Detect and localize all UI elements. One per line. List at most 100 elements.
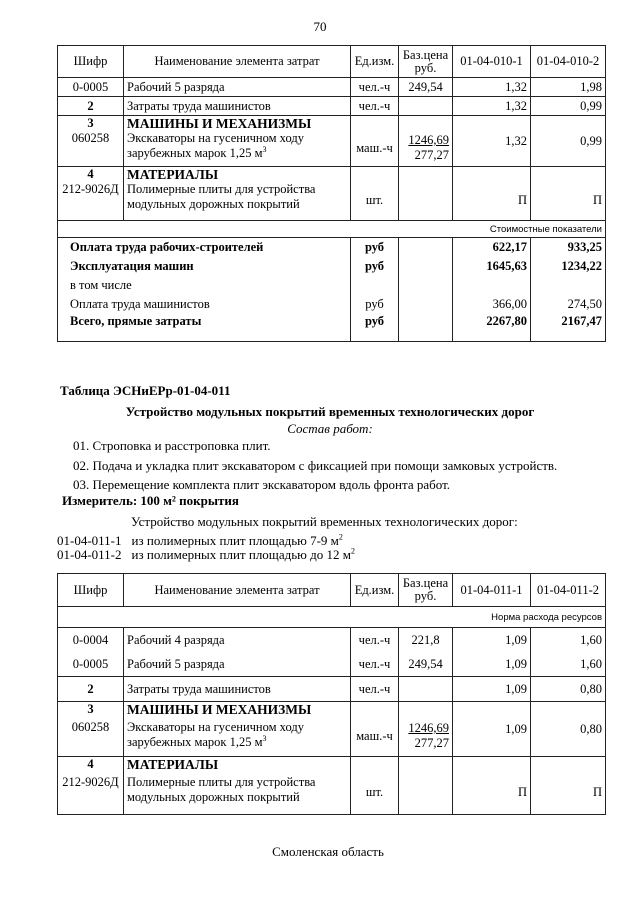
name-line-2: модульных дорожных покрытий	[127, 790, 300, 804]
summary-value-2: 2167,47	[530, 313, 606, 342]
value-2: П	[530, 756, 606, 815]
section-title: МАШИНЫ И МЕХАНИЗМЫ	[127, 116, 312, 131]
code: 060258	[71, 720, 110, 734]
work-step: 02. Подача и укладка плит экскаватором с…	[73, 458, 558, 473]
summary-value-1: 366,00	[452, 294, 531, 314]
summary-unit: руб	[350, 313, 399, 342]
name: Полимерные плиты для устройства	[127, 775, 316, 789]
unit: маш.-ч	[350, 115, 399, 167]
summary-value-2: 933,25	[530, 237, 606, 257]
header-name: Наименование элемента затрат	[123, 573, 351, 607]
summary-table-1: Оплата труда рабочих-строителей руб 622,17…	[57, 237, 606, 342]
name: Полимерные плиты для устройства	[127, 182, 316, 196]
summary-value-1: 2267,80	[452, 313, 531, 342]
price-wages: 277,27	[414, 736, 449, 750]
variant-code: 01-04-011-2	[57, 547, 122, 562]
summary-value-2: 1234,22	[530, 256, 606, 276]
price: 1246,69	[408, 133, 449, 147]
code: 0-0004	[72, 633, 109, 647]
section-title: Устройство модульных покрытий временных …	[125, 404, 535, 419]
price	[398, 96, 453, 116]
superscript: 2	[338, 532, 343, 542]
superscript: 2	[350, 546, 355, 556]
name: Экскаваторы на гусеничном ходу	[127, 720, 304, 734]
unit: чел.-ч	[358, 657, 391, 671]
name-line-2: зарубежных марок 1,25 м	[127, 735, 263, 749]
value-2: 0,80	[530, 676, 606, 702]
table-row: 2 Затраты труда машинистов чел.-ч 1,09 0…	[57, 676, 606, 702]
table-label: Таблица ЭСНиЕРр-01-04-011	[60, 383, 231, 398]
header-price: Баз.цена руб.	[398, 573, 453, 607]
name: Затраты труда машинистов	[123, 676, 351, 702]
table-header: Шифр Наименование элемента затрат Ед.изм…	[57, 45, 606, 78]
header-unit: Ед.изм.	[350, 573, 399, 607]
summary-name: Оплата труда рабочих-строителей	[57, 237, 351, 257]
name: Затраты труда машинистов	[123, 96, 351, 116]
name: Экскаваторы на гусеничном ходу	[127, 131, 304, 145]
value-2: П	[530, 166, 606, 221]
name: Рабочий 5 разряда	[123, 77, 351, 97]
summary-unit: руб	[350, 237, 399, 257]
unit: шт.	[350, 756, 399, 815]
summary-unit: руб	[350, 256, 399, 276]
header-variant-2: 01-04-011-2	[530, 573, 606, 607]
superscript: 3	[262, 733, 267, 743]
name-line-2: модульных дорожных покрытий	[127, 197, 300, 211]
section-number: 3	[87, 116, 94, 130]
value-1: 1,09	[452, 701, 531, 757]
section-number: 3	[87, 702, 94, 716]
summary-value-1: 622,17	[452, 237, 531, 257]
variant-item: 01-04-011-1 из полимерных плит площадью 7…	[57, 533, 343, 549]
section-machines: 3 060258 МАШИНЫ И МЕХАНИЗМЫ Экскаваторы на…	[57, 701, 606, 757]
summary-row: Оплата труда машинистов руб 366,00 274,50	[57, 294, 606, 314]
table-header: Шифр Наименование элемента затрат Ед.изм…	[57, 573, 606, 607]
table-row: 0-0005 Рабочий 5 разряда чел.-ч 249,54 1…	[57, 77, 606, 97]
summary-value-1: 1645,63	[452, 256, 531, 276]
meter: Измеритель: 100 м² покрытия	[62, 493, 239, 508]
price	[398, 676, 453, 702]
summary-name: Оплата труда машинистов	[57, 294, 351, 314]
summary-row: Эксплуатация машин руб 1645,63 1234,22	[57, 256, 606, 276]
price: 249,54	[398, 77, 453, 97]
header-variant-1: 01-04-011-1	[452, 573, 531, 607]
name: Рабочий 5 разряда	[127, 657, 225, 671]
summary-value-1	[452, 275, 531, 295]
name: Рабочий 4 разряда	[127, 633, 225, 647]
code: 2	[57, 676, 124, 702]
unit: чел.-ч	[350, 676, 399, 702]
code: 212-9026Д	[62, 775, 119, 789]
code: 0-0005	[72, 657, 109, 671]
header-unit: Ед.изм.	[350, 45, 399, 78]
section-title: МАТЕРИАЛЫ	[127, 167, 219, 182]
summary-row: в том числе	[57, 275, 606, 295]
price-wages: 277,27	[414, 148, 449, 162]
code: 212-9026Д	[62, 182, 119, 196]
header-name: Наименование элемента затрат	[123, 45, 351, 78]
value-1: 1,09	[505, 633, 527, 647]
description: Устройство модульных покрытий временных …	[131, 514, 518, 529]
summary-row: Оплата труда рабочих-строителей руб 622,17…	[57, 237, 606, 257]
value-1: 1,09	[452, 676, 531, 702]
variant-text: из полимерных плит площадью до 12 м	[131, 547, 351, 562]
summary-name: Эксплуатация машин	[57, 256, 351, 276]
variant-text: из полимерных плит площадью 7-9 м	[131, 533, 339, 548]
header-code: Шифр	[57, 573, 124, 607]
section-machines: 3 060258 МАШИНЫ И МЕХАНИЗМЫ Экскаваторы на…	[57, 115, 606, 167]
summary-value-2	[530, 275, 606, 295]
name-line-2: зарубежных марок 1,25 м	[127, 146, 263, 160]
price: 1246,69	[408, 721, 449, 735]
table-row: 0-0004 0-0005 Рабочий 4 разряда Рабочий 5 …	[57, 627, 606, 677]
value-1: 1,32	[452, 115, 531, 167]
value-1: 1,32	[452, 77, 531, 97]
summary-unit	[350, 275, 399, 295]
value-1: 1,09	[505, 657, 527, 671]
section-title: МАШИНЫ И МЕХАНИЗМЫ	[127, 702, 312, 717]
section-materials: 4 212-9026Д МАТЕРИАЛЫ Полимерные плиты для…	[57, 756, 606, 815]
summary-row: Всего, прямые затраты руб 2267,80 2167,47	[57, 313, 606, 342]
code: 2	[57, 96, 124, 116]
norm-label: Норма расхода ресурсов	[57, 606, 606, 628]
value-2: 1,60	[580, 657, 602, 671]
section-materials: 4 212-9026Д МАТЕРИАЛЫ Полимерные плиты для…	[57, 166, 606, 221]
page-number: 70	[313, 19, 327, 34]
